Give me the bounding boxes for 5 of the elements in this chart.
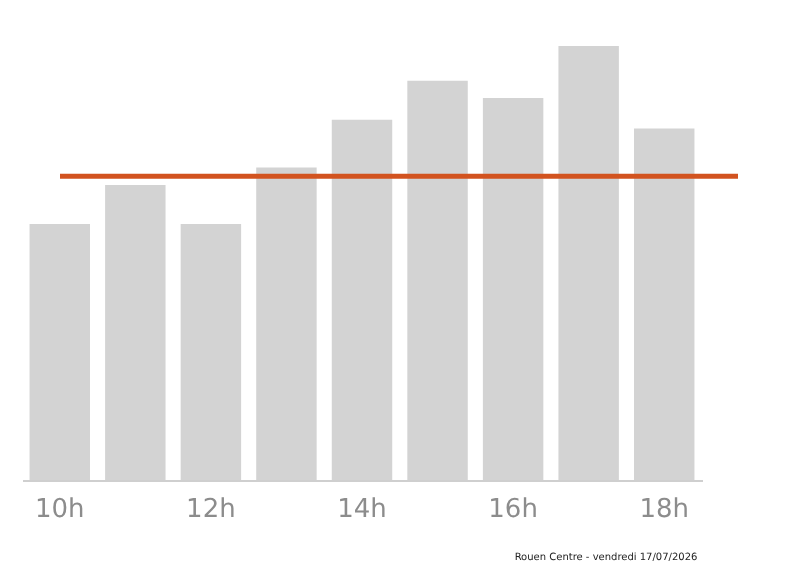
x-tick-label: 16h xyxy=(488,495,538,525)
x-tick-label: 12h xyxy=(186,495,236,525)
x-tick-label: 18h xyxy=(639,495,689,525)
x-tick-label: 10h xyxy=(35,495,85,525)
x-tick-label: 14h xyxy=(337,495,387,525)
